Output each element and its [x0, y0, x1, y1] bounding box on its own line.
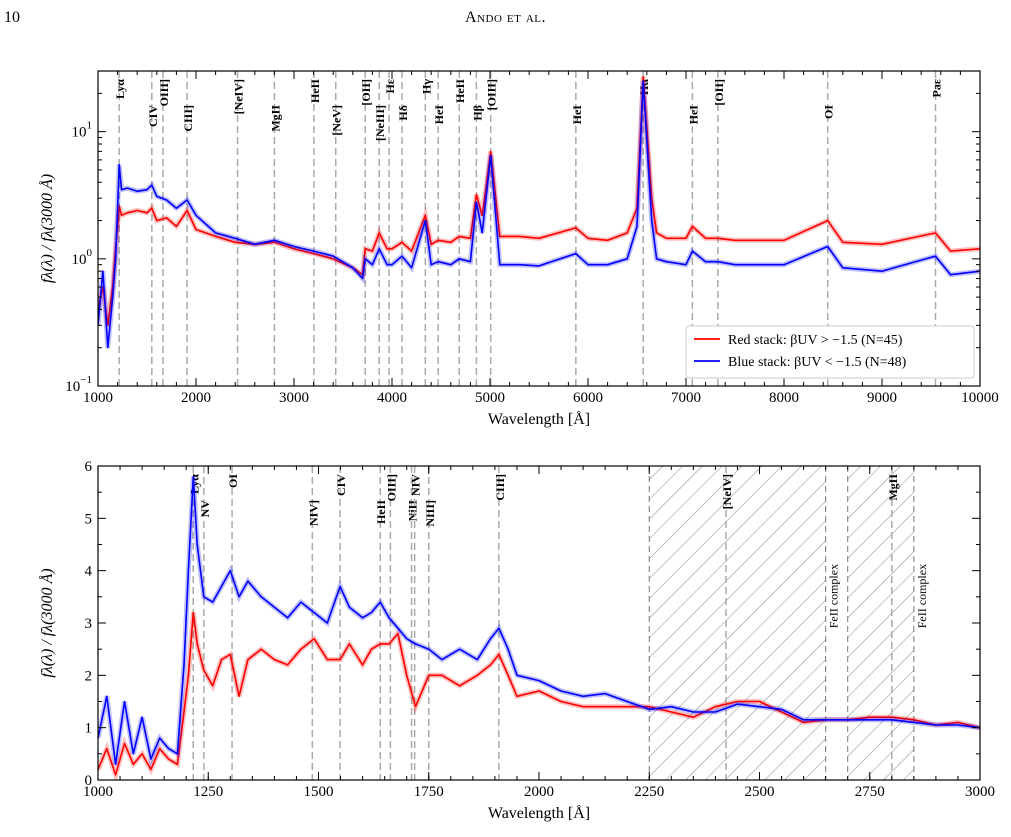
emission-line-label: CIII]	[493, 474, 507, 501]
emission-line-label: NIV	[409, 474, 423, 496]
emission-line-label: CIII]	[181, 105, 195, 132]
y-tick-label: 2	[85, 668, 93, 684]
x-tick-label: 1000	[83, 390, 113, 406]
x-tick-label: 3000	[965, 784, 995, 800]
emission-line-label: CIV	[334, 474, 348, 496]
x-tick-label: 2750	[855, 784, 885, 800]
emission-line-label: Hβ	[470, 105, 484, 121]
x-tick-label: 1750	[414, 784, 444, 800]
series-line-blue	[98, 80, 980, 349]
x-tick-label: 4000	[377, 390, 407, 406]
legend: Red stack: βUV > −1.5 (N=45) Blue stack: …	[685, 325, 975, 379]
series-line-red	[98, 76, 980, 327]
legend-box	[685, 325, 975, 379]
emission-line-label: Paε	[930, 79, 944, 97]
x-axis-label: Wavelength [Å]	[488, 410, 590, 428]
emission-line-label: [OIII]	[485, 79, 499, 110]
x-axis-label: Wavelength [Å]	[488, 804, 590, 822]
emission-line-label: HeII	[453, 79, 467, 103]
y-axis-label: fλ(λ) / fλ(3000 Å)	[38, 568, 56, 677]
x-tick-label: 2000	[181, 390, 211, 406]
x-tick-label: 10000	[961, 390, 999, 406]
x-tick-label: 2250	[634, 784, 664, 800]
emission-line-label: OI	[822, 105, 836, 119]
x-tick-label: 2500	[745, 784, 775, 800]
emission-line-label: [OII]	[712, 79, 726, 106]
chart-panel-2: FeII complex FeII complexLyαNVOINIV]CIVHe…	[38, 459, 995, 822]
y-axis-label: fλ(λ) / fλ(3000 Å)	[38, 174, 56, 283]
plot-frame	[97, 70, 981, 387]
emission-line-label: MgII	[886, 474, 900, 501]
emission-line-label: Hε	[383, 79, 397, 93]
emission-line-label: OIII]	[157, 79, 171, 106]
emission-line-label: HeI	[432, 105, 446, 125]
emission-line-label: OIII]	[384, 474, 398, 501]
emission-line-label: [NeIV]	[232, 79, 246, 114]
x-tick-label: 3000	[279, 390, 309, 406]
y-tick-label: 101	[72, 120, 93, 141]
x-tick-label: 9000	[867, 390, 897, 406]
y-tick-label: 100	[72, 247, 93, 268]
running-head: Ando et al.	[465, 9, 546, 26]
emission-line-label: [NeV]	[330, 105, 344, 136]
y-tick-label: 0	[85, 773, 93, 789]
hatched-region	[847, 466, 914, 780]
x-tick-label: 1500	[304, 784, 334, 800]
hatched-region-label: FeII complex	[827, 564, 841, 628]
x-tick-label: 5000	[475, 390, 505, 406]
legend-label: Red stack: βUV > −1.5 (N=45)	[728, 333, 903, 348]
x-tick-label: 6000	[573, 390, 603, 406]
x-tick-label: 1250	[193, 784, 223, 800]
y-tick-label: 1	[85, 721, 93, 737]
page-number: 10	[4, 9, 20, 26]
series-error-band	[98, 76, 980, 326]
emission-line-label: [OII]	[359, 79, 373, 106]
y-tick-label: 4	[85, 564, 93, 580]
y-tick-label: 10−1	[65, 374, 92, 395]
emission-line-label: Hγ	[419, 79, 433, 94]
series-line-blue	[98, 475, 980, 766]
emission-line-label: NiII	[406, 500, 420, 522]
emission-line-label: HeII	[308, 79, 322, 103]
emission-line-label: HeII	[374, 500, 388, 524]
series-line-red	[98, 611, 980, 776]
y-tick-label: 6	[85, 459, 93, 475]
emission-line-label: [NeIV]	[720, 474, 734, 509]
page-header: 10 Ando et al.	[0, 0, 1011, 36]
emission-line-label: HeI	[570, 105, 584, 125]
emission-line-label: Hδ	[396, 105, 410, 121]
legend-label: Blue stack: βUV < −1.5 (N=48)	[728, 355, 907, 370]
emission-line-label: NV	[198, 500, 212, 518]
y-tick-label: 3	[85, 616, 93, 632]
y-tick-label: 5	[85, 511, 93, 527]
emission-line-label: Lyα	[113, 79, 127, 99]
x-tick-label: 2000	[524, 784, 554, 800]
emission-line-label: HeI	[686, 105, 700, 125]
emission-line-label: CIV	[146, 105, 160, 127]
hatched-region	[649, 466, 826, 780]
emission-line-label: OI	[226, 474, 240, 488]
emission-line-label: MgII	[268, 105, 282, 132]
emission-line-label: NIII]	[423, 500, 437, 527]
x-tick-label: 8000	[769, 390, 799, 406]
x-tick-label: 7000	[671, 390, 701, 406]
series-error-band	[98, 80, 980, 348]
x-tick-label: 1000	[83, 784, 113, 800]
hatched-region-label: FeII complex	[915, 564, 929, 628]
emission-line-label: NIV]	[306, 500, 320, 526]
emission-line-label: [NeIII]	[373, 105, 387, 141]
